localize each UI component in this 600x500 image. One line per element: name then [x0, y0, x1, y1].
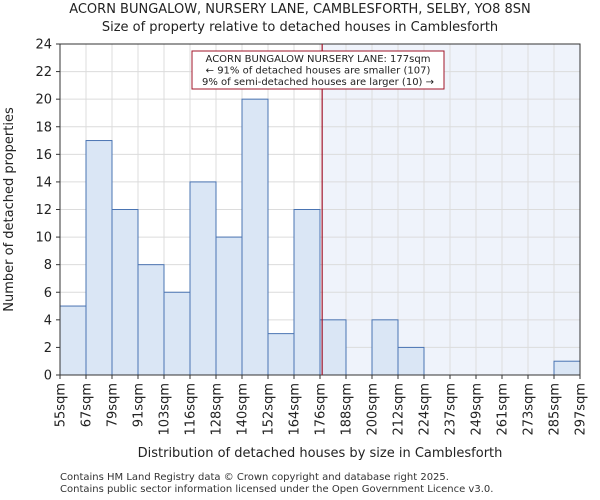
histogram-bar: [371, 319, 399, 376]
y-tick-label: 18: [35, 120, 52, 135]
histogram-bar: [85, 140, 113, 376]
x-tick-label: 67sqm: [80, 383, 95, 427]
histogram-bar: [111, 209, 139, 376]
y-tick-label: 6: [44, 286, 52, 301]
y-axis-label: Number of detached properties: [2, 107, 17, 312]
histogram-bar: [319, 319, 347, 376]
x-tick-label: 55sqm: [54, 383, 69, 427]
histogram-bar: [553, 360, 581, 376]
x-tick-label: 91sqm: [132, 383, 147, 427]
histogram-bar: [59, 305, 87, 376]
x-tick-label: 152sqm: [262, 383, 277, 436]
x-tick-label: 249sqm: [470, 383, 485, 436]
x-tick-label: 237sqm: [444, 383, 459, 436]
y-tick-label: 2: [44, 341, 52, 356]
footer-licence: Contains public sector information licen…: [60, 484, 494, 495]
x-tick-label: 79sqm: [106, 383, 121, 427]
histogram-bar: [189, 181, 217, 376]
annotation-line: ← 91% of detached houses are smaller (10…: [206, 66, 431, 77]
chart-subtitle: Size of property relative to detached ho…: [101, 20, 499, 35]
x-tick-label: 140sqm: [236, 383, 251, 436]
annotation-line: ACORN BUNGALOW NURSERY LANE: 177sqm: [206, 54, 431, 65]
histogram-bar: [241, 98, 269, 376]
x-tick-label: 176sqm: [314, 383, 329, 436]
x-tick-label: 297sqm: [574, 383, 589, 436]
y-tick-label: 24: [35, 38, 52, 53]
x-tick-label: 103sqm: [158, 383, 173, 436]
x-tick-label: 128sqm: [210, 383, 225, 436]
histogram-bar: [163, 291, 191, 376]
histogram-bar: [137, 264, 165, 376]
x-tick-label: 188sqm: [340, 383, 355, 436]
x-axis-label: Distribution of detached houses by size …: [138, 446, 503, 461]
y-tick-label: 20: [35, 93, 52, 108]
x-tick-label: 261sqm: [496, 383, 511, 436]
y-tick-label: 4: [44, 313, 52, 328]
x-tick-label: 212sqm: [392, 383, 407, 436]
y-tick-label: 16: [35, 148, 52, 163]
y-tick-label: 12: [35, 203, 52, 218]
histogram-bar: [267, 333, 295, 376]
histogram-bar: [397, 346, 425, 376]
annotation-line: 9% of semi-detached houses are larger (1…: [202, 77, 434, 88]
x-tick-label: 164sqm: [288, 383, 303, 436]
y-tick-label: 10: [35, 231, 52, 246]
footer-copyright: Contains HM Land Registry data © Crown c…: [60, 472, 449, 483]
y-tick-label: 0: [44, 369, 52, 384]
x-tick-label: 224sqm: [418, 383, 433, 436]
x-tick-label: 285sqm: [548, 383, 563, 436]
histogram-bar: [293, 209, 321, 376]
x-tick-label: 116sqm: [184, 383, 199, 436]
chart-title: ACORN BUNGALOW, NURSERY LANE, CAMBLESFOR…: [69, 2, 531, 17]
x-tick-label: 273sqm: [522, 383, 537, 436]
y-tick-label: 8: [44, 258, 52, 273]
x-tick-label: 200sqm: [366, 383, 381, 436]
annotation-box: [191, 50, 445, 90]
y-tick-label: 14: [35, 175, 52, 190]
y-tick-label: 22: [35, 65, 52, 80]
histogram-bar: [215, 236, 243, 376]
